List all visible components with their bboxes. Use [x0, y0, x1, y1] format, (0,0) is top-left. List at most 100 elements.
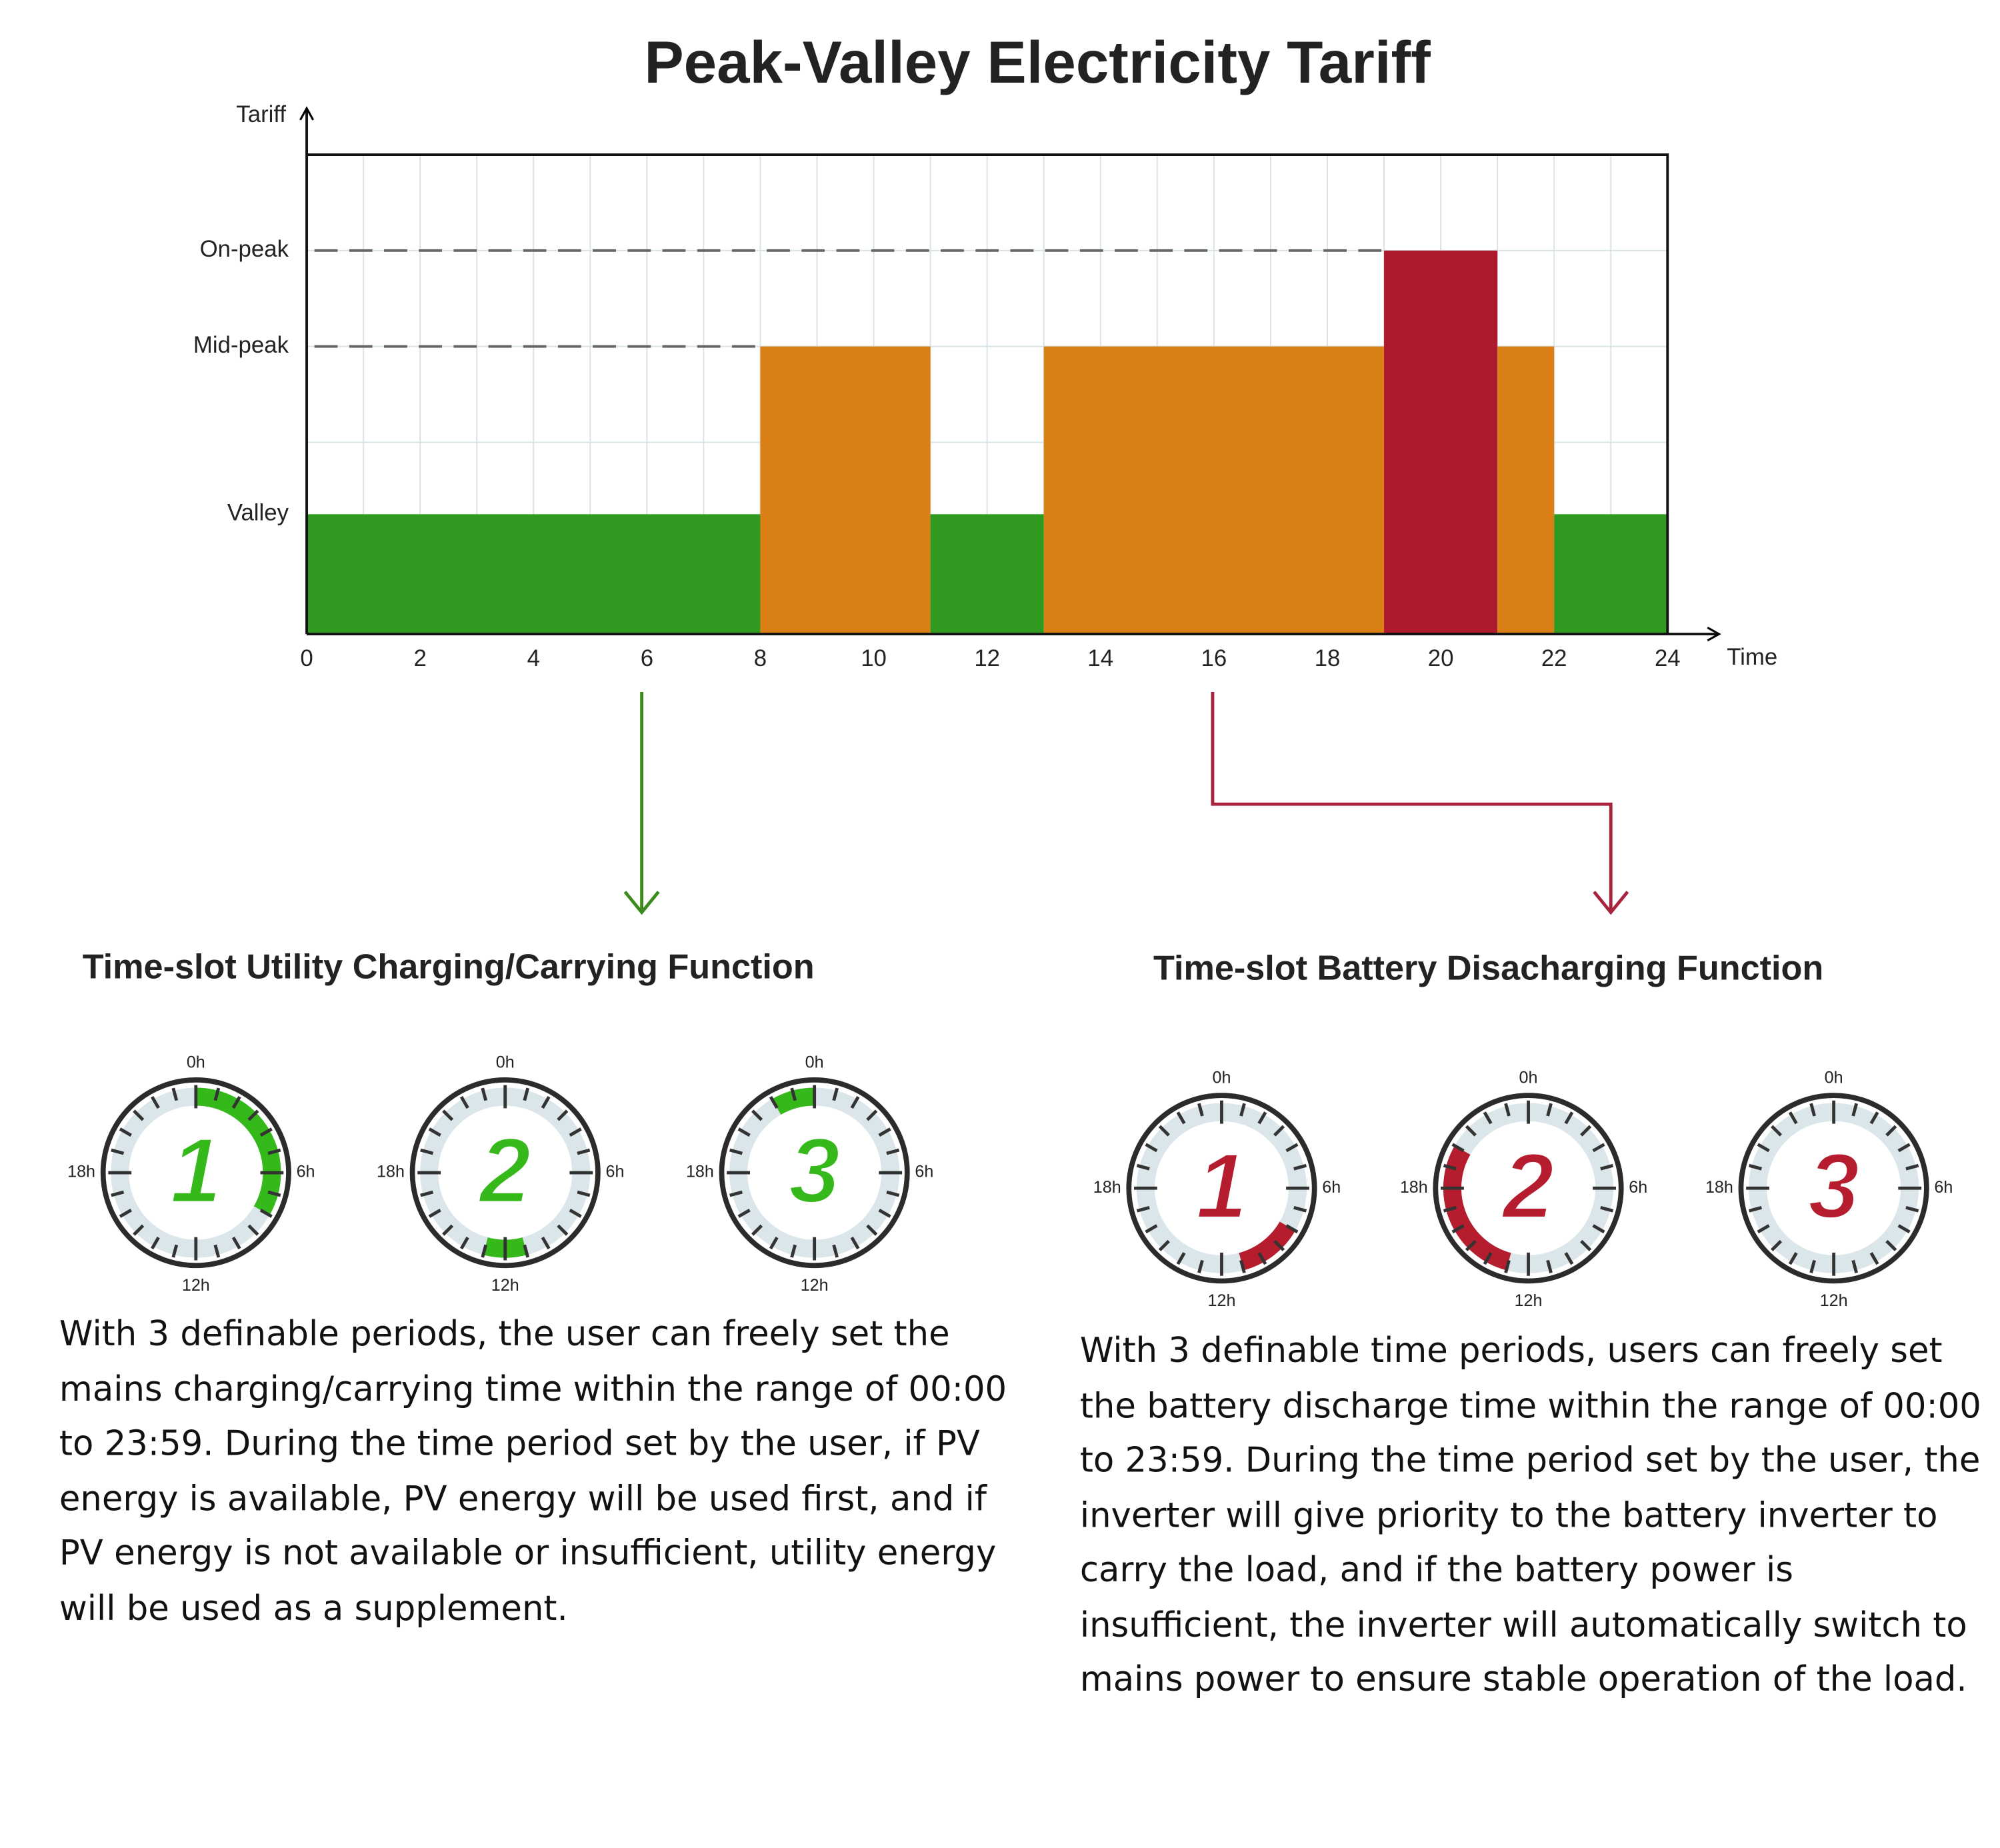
dial-tick — [1580, 1239, 1592, 1251]
dial-tick — [832, 1087, 839, 1101]
dial-tick — [459, 1236, 469, 1250]
x-tick-label: 10 — [861, 646, 887, 671]
bar — [930, 514, 1044, 635]
description-box: With 3 definable periods, the user can f… — [59, 1315, 1007, 1629]
dial-label: 18h — [377, 1163, 405, 1181]
dial-tick — [428, 1127, 441, 1137]
dial-tick — [267, 1148, 281, 1155]
dial-tick — [1158, 1125, 1170, 1137]
plot-area: 0 2 4 6 8 10 12 14 16 18 20 22 24ValleyMid-peakOn-pe… — [193, 106, 1721, 671]
dial-tick — [790, 1087, 797, 1101]
dial-tick — [259, 1209, 273, 1218]
dial-label: 18h — [1705, 1178, 1733, 1197]
dial-tick — [1905, 1163, 1919, 1171]
dial-label: 0h — [1519, 1069, 1538, 1087]
dial-label: 6h — [297, 1163, 315, 1181]
arrow — [1211, 692, 1613, 910]
dial-label: 12h — [1208, 1291, 1236, 1310]
dial-tick — [1293, 1205, 1307, 1213]
dial-label: 12h — [1820, 1291, 1848, 1310]
dial-tick — [133, 1224, 145, 1236]
dial-tick — [1905, 1205, 1919, 1213]
dial-tick — [832, 1244, 839, 1258]
description-box: With 3 definable time periods, users can… — [1079, 1331, 1981, 1700]
y-tick-label: On-peak — [200, 237, 289, 262]
dial-label: 18h — [1093, 1178, 1121, 1197]
description: With 3 definable time periods, users can… — [1079, 1331, 1981, 1700]
dial-tick — [1809, 1259, 1816, 1273]
time-slot — [1239, 1221, 1295, 1271]
dial-tick — [729, 1148, 743, 1155]
y-tick-label: Valley — [227, 500, 289, 525]
dial-tick — [1885, 1125, 1897, 1137]
dial-tick — [850, 1096, 860, 1109]
x-tick-label: 24 — [1655, 646, 1681, 671]
dial-tick — [1197, 1259, 1204, 1273]
dial-tick — [231, 1096, 241, 1109]
clock-face — [1126, 1093, 1317, 1284]
dial-tick — [1239, 1259, 1246, 1273]
dial-tick — [1749, 1163, 1762, 1171]
slot-number: 2 — [477, 1119, 531, 1223]
dial-label: 6h — [915, 1163, 933, 1181]
clock: 3 0h 6h 12h 18h — [686, 1053, 933, 1294]
dial-tick — [1136, 1163, 1150, 1171]
dial-tick — [420, 1190, 434, 1197]
dial-tick — [151, 1236, 160, 1250]
dial-tick — [1592, 1224, 1605, 1234]
dial-tick — [1176, 1111, 1186, 1125]
dial-tick — [1158, 1239, 1170, 1251]
dial-tick — [737, 1127, 751, 1137]
dial-tick — [1851, 1259, 1858, 1273]
dial-tick — [119, 1127, 132, 1137]
dial-tick — [557, 1224, 569, 1236]
bar — [760, 346, 931, 635]
dial-label: 0h — [1825, 1069, 1843, 1087]
dial-label: 6h — [1322, 1178, 1341, 1197]
dial-tick — [1465, 1239, 1477, 1251]
dial-tick — [1749, 1205, 1762, 1213]
dial-tick — [1580, 1125, 1592, 1137]
dial-tick — [213, 1244, 221, 1258]
dial-tick — [1869, 1111, 1879, 1125]
dial-tick — [1546, 1259, 1553, 1273]
dial-label: 18h — [67, 1163, 95, 1181]
clock: 2 0h 6h 12h 18h — [377, 1053, 624, 1294]
x-tick-label: 12 — [974, 646, 1000, 671]
dial-label: 0h — [1213, 1069, 1231, 1087]
dial-tick — [866, 1109, 878, 1121]
dial-label: 12h — [491, 1276, 519, 1295]
dial-tick — [541, 1236, 551, 1250]
dial-tick — [1897, 1143, 1911, 1153]
x-tick-label: 8 — [754, 646, 767, 671]
dial-tick — [523, 1244, 530, 1258]
clock-face — [409, 1077, 601, 1269]
dial-tick — [886, 1190, 900, 1197]
clock: 3 0h 6h 12h 18h — [1705, 1069, 1953, 1310]
dial-tick — [247, 1109, 259, 1121]
dial-tick — [1885, 1239, 1897, 1251]
dial-tick — [1592, 1143, 1605, 1153]
frame — [307, 153, 1669, 635]
dial-label: 6h — [1629, 1178, 1647, 1197]
dial-tick — [1869, 1252, 1879, 1265]
dial-tick — [442, 1109, 454, 1121]
bar — [307, 514, 761, 635]
dial-tick — [866, 1224, 878, 1236]
dial-tick — [481, 1244, 488, 1258]
dial-tick — [523, 1087, 530, 1101]
dial-tick — [1145, 1224, 1158, 1234]
dial-label: 18h — [686, 1163, 714, 1181]
dial-tick — [1285, 1224, 1299, 1234]
dial-tick — [442, 1224, 454, 1236]
dial-tick — [1443, 1163, 1457, 1171]
dial-tick — [1600, 1163, 1614, 1171]
panels: Time-slot Utility Charging/Carrying Func… — [59, 947, 1981, 1700]
dial-tick — [247, 1224, 259, 1236]
bar — [1497, 346, 1555, 635]
dial-tick — [151, 1096, 160, 1109]
clock: 2 0h 6h 12h 18h — [1400, 1069, 1647, 1310]
dial-label: 6h — [606, 1163, 625, 1181]
dial-tick — [1504, 1259, 1511, 1273]
dial-tick — [1546, 1103, 1553, 1117]
